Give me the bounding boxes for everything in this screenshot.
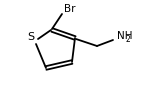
Text: NH: NH <box>117 31 132 41</box>
Text: Br: Br <box>64 4 76 14</box>
Text: S: S <box>27 32 35 42</box>
Text: 2: 2 <box>125 34 130 44</box>
